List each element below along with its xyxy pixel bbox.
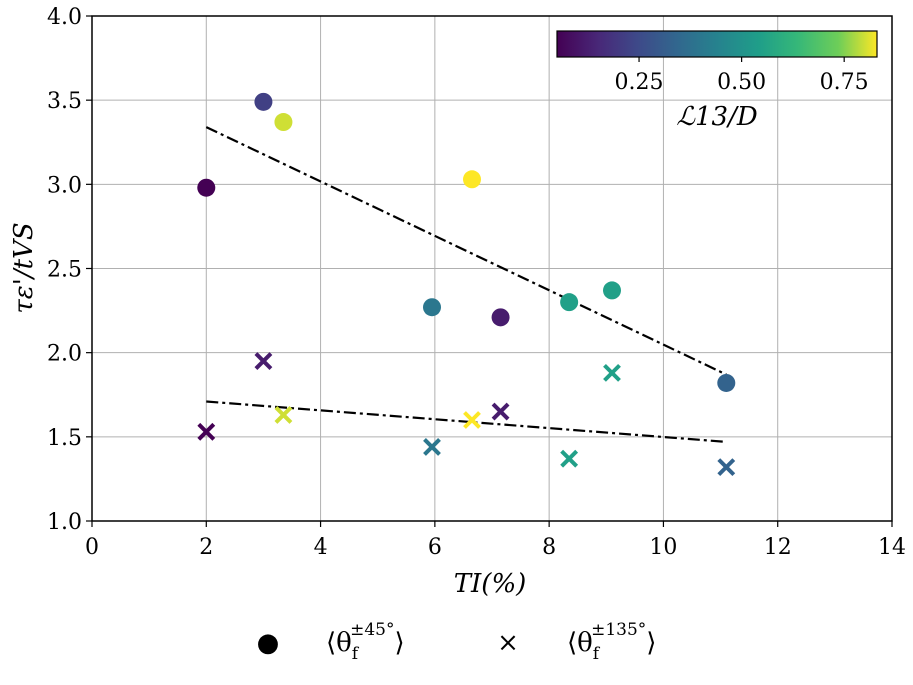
colorbar-ticks: 0.25 0.50 0.75	[615, 57, 869, 95]
data-point-cross	[254, 352, 273, 370]
data-point-circle	[560, 293, 579, 312]
x-tick-label: 14	[878, 535, 906, 560]
x-tick-label: 6	[428, 535, 442, 560]
data-point-cross	[274, 406, 293, 424]
legend-item-cross: × ⟨θf±135°⟩	[497, 620, 656, 664]
data-point-cross	[423, 438, 441, 456]
legend-item-circle: ● ⟨θf±45°⟩	[257, 620, 405, 664]
data-point-circle	[463, 170, 481, 189]
legend: ● ⟨θf±45°⟩ × ⟨θf±135°⟩	[257, 620, 657, 664]
data-points	[197, 92, 736, 477]
y-tick-label: 3.5	[47, 89, 82, 114]
data-point-circle	[254, 92, 273, 111]
data-point-circle	[491, 308, 510, 327]
legend-label-cross: ⟨θf±135°⟩	[567, 620, 656, 664]
data-point-cross	[463, 411, 481, 429]
colorbar-gradient	[556, 30, 878, 58]
y-ticks: 1.0 1.5 2.0 2.5 3.0 3.5 4.0	[47, 5, 92, 535]
y-tick-label: 1.5	[47, 426, 82, 451]
x-tick-label: 0	[85, 535, 99, 560]
x-tick-label: 4	[314, 535, 328, 560]
data-point-circle	[717, 373, 736, 392]
x-tick-label: 10	[649, 535, 677, 560]
x-tick-label: 8	[542, 535, 556, 560]
data-point-circle	[197, 178, 216, 197]
data-point-cross	[491, 402, 510, 421]
legend-symbol-cross: ×	[497, 628, 519, 658]
colorbar-tick-label: 0.50	[717, 70, 766, 95]
x-ticks: 0 2 4 6 8 10 12 14	[85, 521, 906, 560]
data-point-cross	[717, 458, 736, 477]
y-tick-label: 1.0	[47, 510, 82, 535]
colorbar: 0.25 0.50 0.75 ℒ13/D	[556, 30, 878, 132]
data-point-cross	[197, 422, 216, 441]
fit-crosses	[206, 400, 727, 443]
x-tick-label: 12	[764, 535, 792, 560]
colorbar-tick-label: 0.75	[820, 70, 869, 95]
fit-circles	[205, 126, 727, 376]
y-axis-label: τε'/tVS	[9, 222, 39, 313]
y-tick-label: 2.0	[47, 342, 82, 367]
data-point-circle	[423, 298, 441, 317]
fit-lines	[205, 126, 727, 443]
legend-label-circle: ⟨θf±45°⟩	[326, 620, 405, 664]
x-axis-label: TI(%)	[454, 569, 527, 599]
data-point-circle	[274, 113, 293, 132]
data-point-cross	[560, 449, 579, 468]
colorbar-label: ℒ13/D	[676, 102, 758, 132]
y-tick-label: 3.0	[47, 173, 82, 198]
legend-symbol-circle: ●	[257, 628, 280, 658]
y-tick-label: 2.5	[47, 258, 82, 283]
y-tick-label: 4.0	[47, 5, 82, 30]
x-tick-label: 2	[199, 535, 213, 560]
colorbar-tick-label: 0.25	[615, 70, 664, 95]
data-point-cross	[603, 363, 621, 382]
grid	[91, 15, 893, 522]
data-point-circle	[603, 281, 621, 300]
